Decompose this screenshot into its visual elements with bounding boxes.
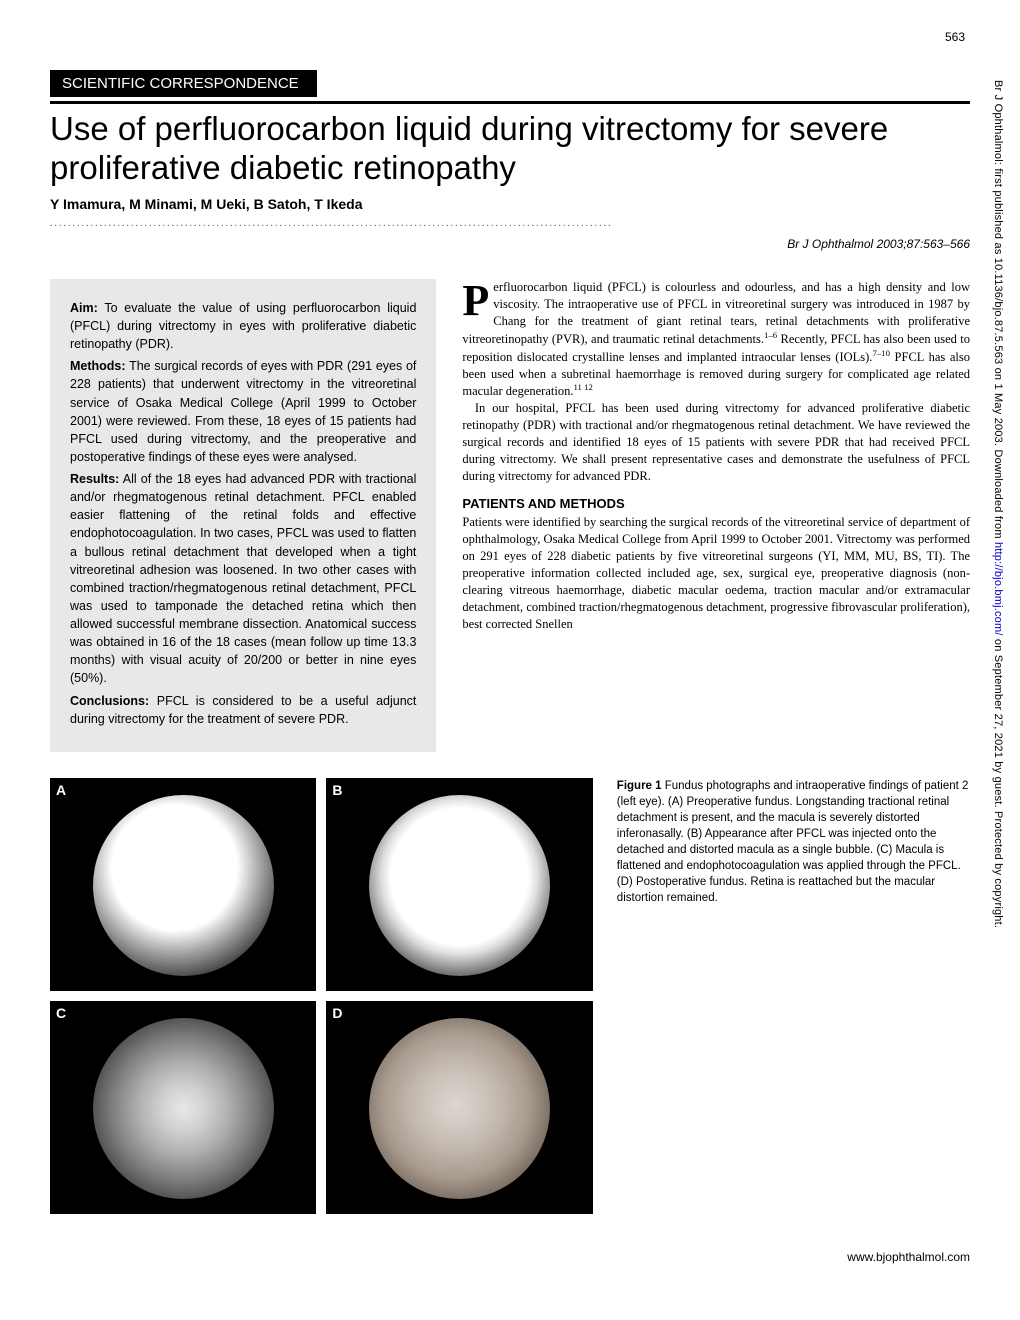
fundus-image-b (369, 795, 550, 976)
figure-caption-text: Fundus photographs and intraoperative fi… (617, 780, 969, 905)
fundus-image-c (93, 1018, 274, 1199)
side-doi-link[interactable]: http://bjo.bmj.com/ (992, 542, 1004, 636)
panel-label-b: B (332, 782, 342, 798)
results-text: All of the 18 eyes had advanced PDR with… (70, 472, 416, 685)
figure-panel-b: B (326, 778, 592, 991)
methods-label: Methods: (70, 359, 126, 373)
aim-text: To evaluate the value of using perfluoro… (70, 301, 416, 351)
figure-panel-a: A (50, 778, 316, 991)
results-label: Results: (70, 472, 119, 486)
methods-heading: PATIENTS AND METHODS (462, 495, 970, 513)
figure-panel-c: C (50, 1001, 316, 1214)
dotted-divider: ........................................… (50, 218, 970, 229)
methods-text: The surgical records of eyes with PDR (2… (70, 359, 416, 464)
author-list: Y Imamura, M Minami, M Ueki, B Satoh, T … (50, 196, 970, 212)
conclusions-label: Conclusions: (70, 694, 149, 708)
figure-1-grid: A B C D (50, 778, 593, 1214)
body-p3: Patients were identified by searching th… (462, 514, 970, 632)
footer-url: www.bjophthalmol.com (50, 1250, 970, 1264)
citation-sup-2: 7–10 (872, 348, 890, 358)
citation-sup-3: 11 12 (573, 382, 592, 392)
article-title: Use of perfluorocarbon liquid during vit… (50, 110, 970, 188)
aim-label: Aim: (70, 301, 98, 315)
panel-label-c: C (56, 1005, 66, 1021)
figure-1-caption: Figure 1 Fundus photographs and intraope… (617, 778, 970, 907)
abstract-box: Aim: To evaluate the value of using perf… (50, 279, 436, 752)
panel-label-a: A (56, 782, 66, 798)
citation-sup-1: 1–6 (764, 330, 777, 340)
page-number: 563 (945, 30, 965, 44)
fundus-image-a (93, 795, 274, 976)
fundus-image-d (369, 1018, 550, 1199)
figure-panel-d: D (326, 1001, 592, 1214)
vertical-citation: Br J Ophthalmol: first published as 10.1… (992, 80, 1004, 1260)
panel-label-d: D (332, 1005, 342, 1021)
section-label: SCIENTIFIC CORRESPONDENCE (50, 70, 317, 97)
journal-name: Br J Ophthalmol (787, 237, 873, 251)
title-rule (50, 101, 970, 104)
dropcap: P (462, 279, 493, 319)
journal-citation: Br J Ophthalmol 2003;87:563–566 (50, 237, 970, 251)
side-prefix: Br J Ophthalmol: first published as 10.1… (992, 80, 1004, 542)
body-column: Perfluorocarbon liquid (PFCL) is colourl… (462, 279, 970, 752)
figure-label: Figure 1 (617, 780, 662, 792)
citation-detail: 2003;87:563–566 (873, 237, 970, 251)
body-p2: In our hospital, PFCL has been used duri… (462, 400, 970, 484)
side-suffix: on September 27, 2021 by guest. Protecte… (992, 636, 1004, 928)
